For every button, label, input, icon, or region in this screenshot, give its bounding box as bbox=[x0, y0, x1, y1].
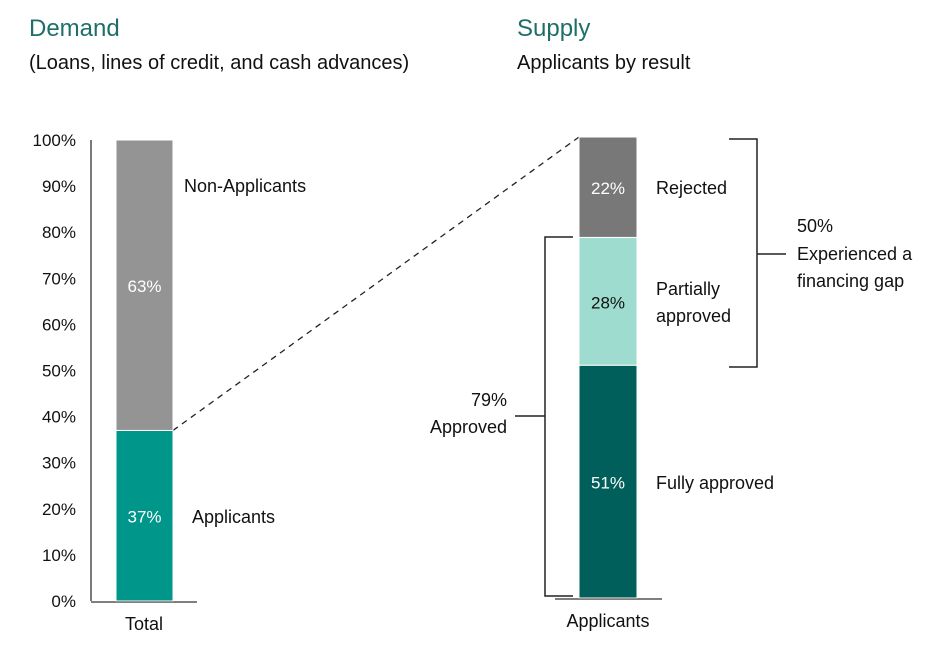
demand-title: Demand bbox=[29, 15, 120, 42]
bar-segment-non-applicants bbox=[115, 139, 174, 431]
legend-label-partially-approved: Partially bbox=[656, 279, 720, 299]
supply-subtitle: Applicants by result bbox=[517, 52, 691, 74]
legend-label-non-applicants: Non-Applicants bbox=[184, 176, 306, 196]
supply-title: Supply bbox=[517, 15, 590, 42]
annotation-label: financing gap bbox=[797, 271, 904, 291]
bracket-financing-gap bbox=[729, 138, 786, 368]
data-label: 22% bbox=[591, 179, 625, 198]
legend-label-applicants: Applicants bbox=[192, 507, 275, 527]
bar-segment-fully-approved bbox=[578, 364, 638, 599]
annotation-value: 79% bbox=[471, 390, 507, 410]
y-tick-label: 30% bbox=[42, 454, 76, 473]
data-label: 28% bbox=[591, 293, 625, 312]
y-tick-label: 80% bbox=[42, 223, 76, 242]
y-tick-label: 90% bbox=[42, 177, 76, 196]
y-tick-label: 70% bbox=[42, 269, 76, 288]
y-tick-label: 60% bbox=[42, 315, 76, 334]
legend-label-fully-approved: Fully approved bbox=[656, 473, 774, 493]
y-tick-label: 0% bbox=[51, 592, 76, 611]
x-category-label: Total bbox=[125, 614, 163, 634]
bar-segment-partially-approved bbox=[578, 236, 638, 366]
y-tick-label: 10% bbox=[42, 546, 76, 565]
y-tick-label: 40% bbox=[42, 408, 76, 427]
legend-label-partially-approved: approved bbox=[656, 306, 731, 326]
bar-segment-rejected bbox=[578, 136, 638, 238]
y-tick-label: 20% bbox=[42, 500, 76, 519]
y-tick-label: 100% bbox=[33, 131, 76, 150]
bracket-approved bbox=[515, 236, 573, 597]
legend-label-rejected: Rejected bbox=[656, 178, 727, 198]
y-tick-label: 50% bbox=[42, 362, 76, 381]
x-category-label: Applicants bbox=[566, 611, 649, 631]
annotation-label: Experienced a bbox=[797, 244, 913, 264]
data-label: 37% bbox=[127, 508, 161, 527]
demand-subtitle: (Loans, lines of credit, and cash advanc… bbox=[29, 52, 409, 74]
data-label: 51% bbox=[591, 474, 625, 493]
data-label: 63% bbox=[127, 277, 161, 296]
annotation-label: Approved bbox=[430, 417, 507, 437]
bar-segment-applicants bbox=[115, 429, 174, 602]
annotation-value: 50% bbox=[797, 216, 833, 236]
